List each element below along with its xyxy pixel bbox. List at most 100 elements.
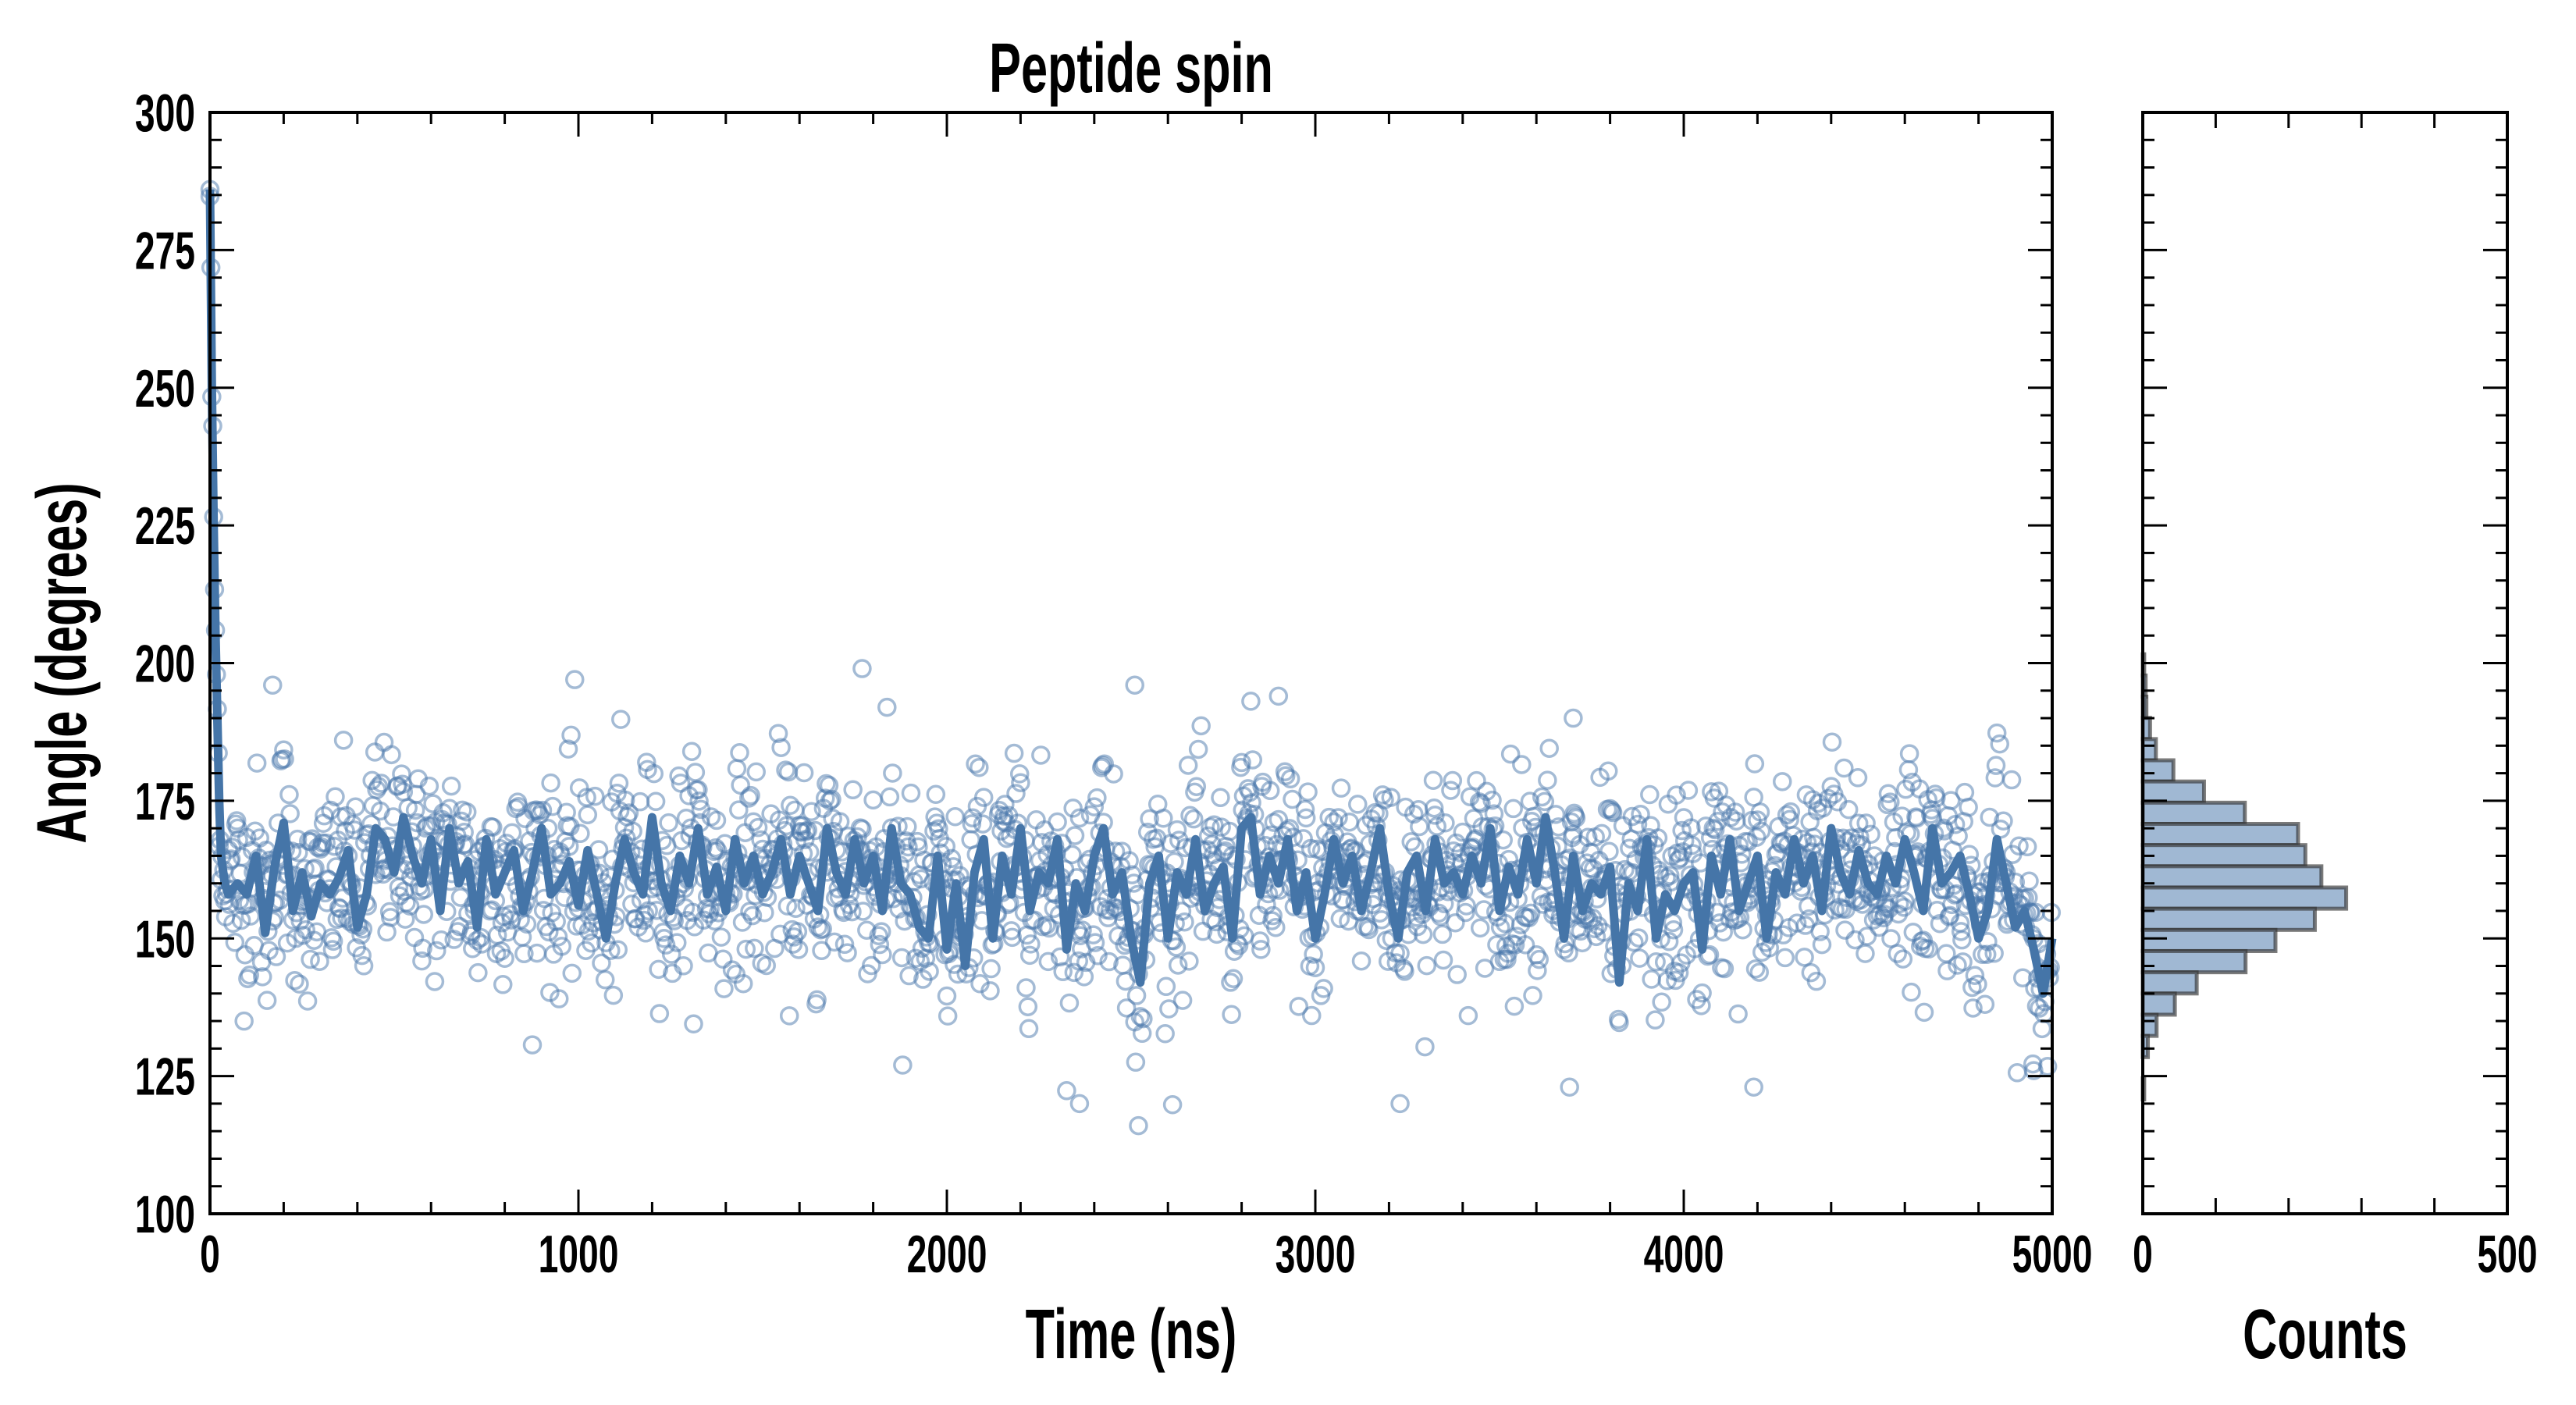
scatter-point — [1172, 991, 1193, 1010]
histogram-plot-area — [2140, 652, 2349, 1102]
scatter-point — [1857, 927, 1877, 946]
main-plot-area — [200, 180, 2062, 1136]
scatter-point — [1359, 919, 1379, 940]
scatter-point — [1331, 778, 1351, 798]
scatter-point — [483, 817, 503, 837]
scatter-point — [1330, 909, 1350, 929]
scatter-point-outlier — [565, 670, 585, 689]
scatter-point — [1745, 959, 1766, 979]
scatter-point — [1500, 744, 1521, 764]
scatter-point — [1766, 845, 1786, 864]
scatter-point — [225, 933, 245, 952]
scatter-point — [601, 941, 621, 960]
scatter-point — [578, 805, 598, 825]
scatter-point — [1224, 941, 1244, 961]
scatter-point — [1834, 758, 1854, 778]
scatter-point — [1945, 814, 1966, 834]
scatter-point — [365, 742, 385, 762]
scatter-point — [1888, 944, 1908, 963]
y-tick-label: 200 — [135, 635, 195, 694]
scatter-point — [1427, 816, 1447, 836]
scatter-point — [1159, 999, 1179, 1019]
scatter-point — [1856, 813, 1876, 833]
x-tick-label: 3000 — [1276, 1225, 1356, 1284]
scatter-point-outlier — [262, 675, 283, 695]
scatter-point — [1283, 789, 1302, 809]
scatter-point — [1592, 823, 1612, 844]
running-average-line — [205, 189, 2057, 998]
scatter-point — [739, 788, 759, 808]
scatter-point — [1433, 950, 1453, 970]
scatter-point — [1781, 802, 1801, 822]
chart-title: Peptide spin — [989, 29, 1273, 108]
scatter-point — [257, 991, 277, 1010]
scatter-point — [1640, 784, 1660, 805]
scatter-point — [639, 901, 658, 921]
scatter-point — [1751, 821, 1771, 841]
scatter-point — [2007, 1063, 2027, 1083]
scatter-point — [1975, 994, 1995, 1014]
scatter-point — [290, 974, 309, 994]
scatter-point — [1021, 934, 1041, 954]
scatter-point — [1018, 997, 1038, 1016]
scatter-point — [619, 803, 639, 823]
scatter-point — [1819, 788, 1838, 809]
scatter-point — [981, 959, 1001, 979]
scatter-point — [1471, 794, 1491, 813]
scatter-point — [1968, 974, 1987, 994]
scatter-point — [1678, 781, 1699, 800]
x-tick-label-group: 0 — [200, 1225, 220, 1284]
scatter-point — [468, 962, 488, 983]
histogram-bar — [2140, 864, 2324, 890]
scatter-point — [936, 837, 956, 856]
scatter-point — [439, 799, 460, 819]
scatter-point — [1395, 962, 1414, 981]
scatter-point — [1084, 797, 1105, 816]
x-tick-label-group: 3000 — [1276, 1225, 1356, 1284]
scatter-point — [548, 927, 568, 947]
scatter-point — [729, 800, 749, 820]
scatter-point — [1266, 917, 1286, 937]
scatter-point — [1175, 912, 1194, 932]
scatter-point — [561, 725, 581, 745]
scatter-point — [562, 963, 582, 984]
scatter-point — [1725, 802, 1745, 822]
scatter-point — [274, 740, 294, 759]
scatter-point — [798, 820, 818, 840]
scatter-point — [1329, 808, 1348, 827]
y-tick-label-group: 250 — [135, 359, 195, 418]
scatter-point — [1456, 902, 1475, 923]
scatter-point — [688, 780, 708, 799]
scatter-point — [1351, 951, 1372, 971]
scatter-point — [1984, 944, 2004, 963]
scatter-point — [316, 833, 336, 853]
scatter-point — [1599, 841, 1619, 861]
y-tick-label-group: 300 — [135, 84, 195, 143]
scatter-point — [368, 777, 389, 796]
scatter-point — [1535, 791, 1555, 812]
scatter-point-outlier — [1564, 708, 1583, 728]
scatter-point-outlier — [1744, 1077, 1763, 1097]
scatter-point — [1787, 913, 1807, 933]
scatter-point — [1523, 986, 1542, 1005]
scatter-point — [1126, 986, 1147, 1005]
scatter-point-outlier — [1268, 686, 1289, 706]
scatter-point — [713, 949, 733, 969]
scatter-point — [1775, 948, 1795, 968]
scatter-point — [1069, 808, 1090, 828]
scatter-point — [1167, 820, 1187, 840]
scatter-point — [235, 944, 255, 965]
scatter-point — [1965, 966, 1985, 985]
y-tick-label-group: 150 — [135, 909, 195, 969]
histogram-bar — [2140, 822, 2300, 848]
histogram-bar — [2140, 1012, 2159, 1038]
scatter-point — [1289, 997, 1309, 1016]
scatter-point — [1682, 835, 1702, 855]
scatter-point-outlier — [1069, 1094, 1090, 1114]
scatter-point — [1348, 795, 1368, 814]
scatter-point-outlier — [2024, 1061, 2044, 1080]
scatter-point — [1914, 1002, 1934, 1023]
scatter-point — [966, 754, 985, 774]
scatter-point — [926, 784, 946, 805]
scatter-point — [419, 776, 439, 796]
